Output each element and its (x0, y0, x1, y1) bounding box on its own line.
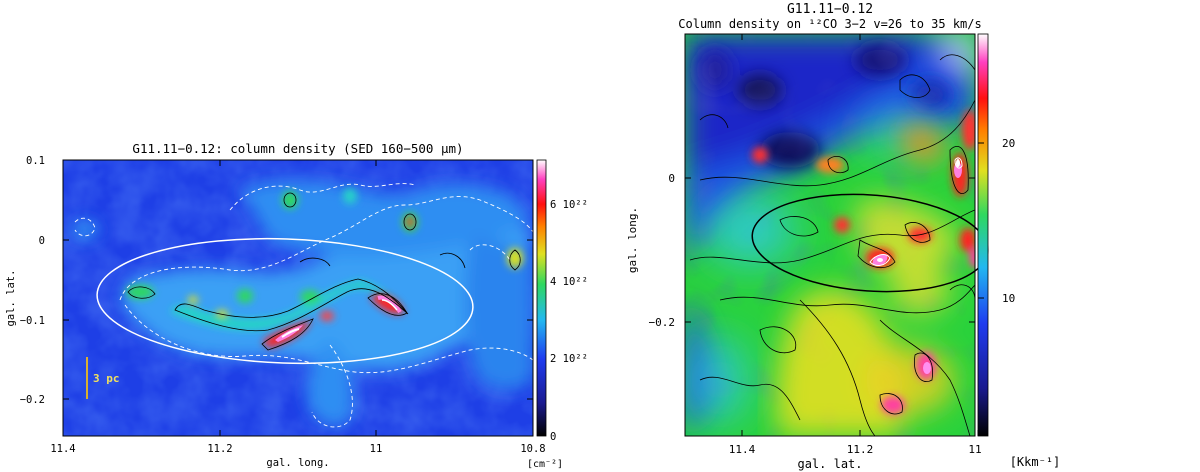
left-ytick: −0.2 (20, 394, 45, 406)
left-colorbar (536, 159, 547, 437)
left-title: G11.11−0.12: column density (SED 160−500… (132, 141, 463, 156)
right-xtick: 11.2 (847, 443, 874, 456)
right-map: G11.11−0.12 Column density on ¹²CO 3−2 v… (626, 2, 1060, 471)
right-xtick: 11 (968, 443, 981, 456)
right-white-contours (869, 157, 963, 266)
right-ylabel: gal. long. (626, 207, 639, 273)
right-ytick: −0.2 (649, 316, 676, 329)
right-colorbar-labels: 10 20 [Kkm⁻¹] (1002, 137, 1060, 469)
left-ticks (62, 159, 534, 436)
left-solid-contours (127, 192, 521, 351)
left-filament (126, 188, 523, 331)
left-cbar-tick: 4 10²² (550, 276, 588, 288)
left-xtick: 11.4 (50, 443, 75, 455)
right-ytick-labels: 0 −0.2 (649, 172, 676, 329)
right-ytick: 0 (668, 172, 675, 185)
left-xlabel: gal. long. (266, 457, 329, 469)
left-cbar-tick: 2 10²² (550, 353, 588, 365)
left-ytick: 0 (39, 235, 45, 247)
left-ellipse (96, 237, 474, 365)
right-subtitle: Column density on ¹²CO 3−2 v=26 to 35 km… (678, 17, 981, 31)
right-cbar-unit: [Kkm⁻¹] (1010, 455, 1061, 469)
right-colorbar (977, 33, 989, 437)
left-xtick: 11 (370, 443, 383, 455)
left-ytick: −0.1 (20, 315, 45, 327)
right-contours (689, 54, 975, 436)
left-map: G11.11−0.12: column density (SED 160−500… (5, 141, 588, 470)
right-frame (684, 33, 976, 437)
scale-bar-label: 3 pc (93, 372, 120, 385)
left-xtick-labels: 11.4 11.2 11 10.8 (50, 443, 545, 455)
left-dashed-contours (74, 183, 533, 428)
left-xtick: 11.2 (207, 443, 232, 455)
left-ylabel: gal. lat. (5, 270, 17, 327)
left-frame (62, 159, 534, 437)
left-xtick: 10.8 (520, 443, 545, 455)
right-title: G11.11−0.12 (787, 2, 873, 17)
right-xlabel: gal. lat. (797, 457, 862, 471)
right-xtick-labels: 11.4 11.2 11 (729, 443, 982, 456)
right-xtick: 11.4 (729, 443, 756, 456)
left-ytick: 0.1 (26, 155, 45, 167)
left-peaks (275, 295, 402, 342)
right-cbar-tick: 10 (1002, 292, 1015, 305)
left-cbar-unit: [cm⁻²] (527, 459, 563, 470)
left-cbar-tick: 0 (550, 431, 556, 443)
left-cbar-tick: 6 10²² (550, 199, 588, 211)
left-ytick-labels: 0.1 0 −0.1 −0.2 (20, 155, 45, 406)
left-colorbar-labels: 0 2 10²² 4 10²² 6 10²² [cm⁻²] (527, 199, 588, 470)
right-cbar-tick: 20 (1002, 137, 1015, 150)
